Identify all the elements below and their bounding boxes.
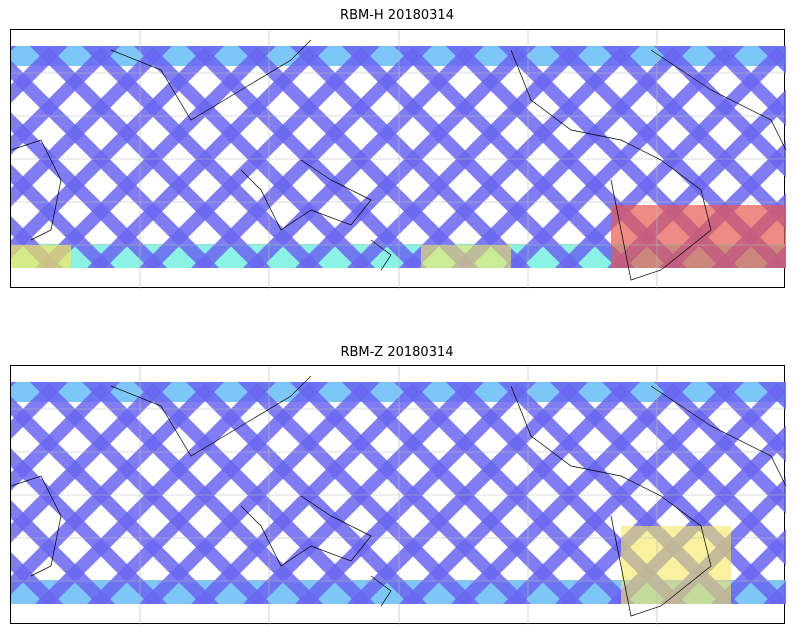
map-panel-2 xyxy=(10,365,786,625)
map-title-2: RBM-Z 20180314 xyxy=(340,345,454,360)
satellite-track xyxy=(11,552,64,604)
track-group xyxy=(11,382,786,604)
map-panel-1 xyxy=(10,29,786,289)
map-title-1: RBM-H 20180314 xyxy=(340,8,454,23)
coastline xyxy=(240,495,372,567)
satellite-track xyxy=(11,164,116,268)
hot-region xyxy=(611,205,786,268)
hot-region xyxy=(11,245,71,268)
coastline xyxy=(110,375,312,457)
coastline xyxy=(11,139,62,241)
track-group xyxy=(11,46,786,268)
coastline xyxy=(370,239,392,271)
hot-region xyxy=(621,526,731,604)
map-canvas-2 xyxy=(11,366,786,625)
coastline xyxy=(110,39,312,121)
coastline xyxy=(510,49,712,281)
hot-region xyxy=(421,245,511,268)
map-canvas-1 xyxy=(11,30,786,289)
coastline xyxy=(650,385,786,487)
coastline xyxy=(11,475,62,577)
satellite-track xyxy=(11,500,116,604)
coastline xyxy=(370,575,392,607)
satellite-track xyxy=(710,529,786,604)
coastline xyxy=(240,159,372,231)
coastline xyxy=(510,385,712,617)
coastline xyxy=(650,49,786,151)
